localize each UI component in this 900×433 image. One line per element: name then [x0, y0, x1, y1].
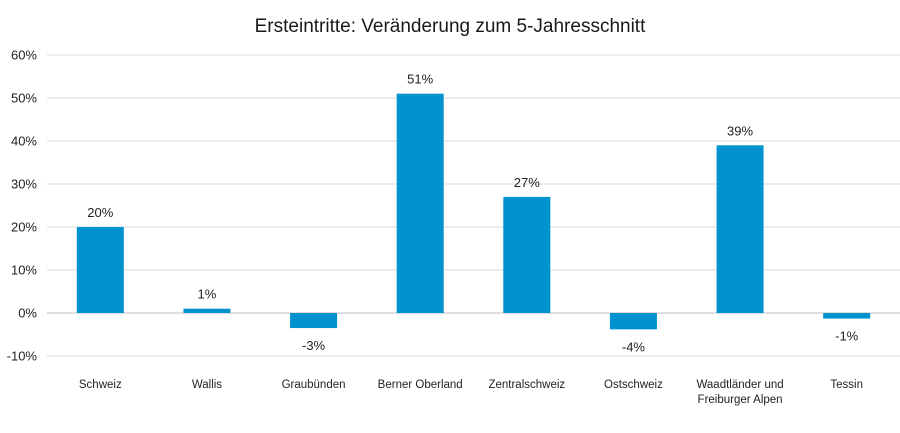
- x-tick-label: Graubünden: [282, 379, 346, 391]
- y-tick-label: -10%: [7, 349, 38, 364]
- bar: [396, 93, 444, 313]
- bar: [183, 308, 231, 313]
- bar: [823, 313, 871, 319]
- data-label: 51%: [407, 72, 433, 87]
- data-label: 39%: [727, 123, 753, 138]
- y-axis: 60% 50% 40% 30% 20% 10% 0% -10%: [7, 48, 38, 364]
- y-tick-label: 60%: [11, 48, 37, 63]
- gridlines: [47, 54, 900, 357]
- x-tick-label: Wallis: [192, 379, 222, 391]
- bar: [290, 313, 338, 329]
- data-label: 1%: [198, 287, 217, 302]
- data-label: -3%: [302, 338, 326, 353]
- chart-title: Ersteintritte: Veränderung zum 5-Jahress…: [255, 16, 646, 37]
- bar: [76, 227, 124, 313]
- y-tick-label: 0%: [18, 306, 37, 321]
- y-tick-label: 30%: [11, 177, 37, 192]
- y-tick-label: 50%: [11, 91, 37, 106]
- x-tick-label: Ostschweiz: [604, 379, 663, 391]
- y-tick-label: 40%: [11, 134, 37, 149]
- x-axis: Schweiz Wallis Graubünden Berner Oberland Ze…: [79, 379, 863, 406]
- data-label: 20%: [87, 205, 113, 220]
- bar: [503, 196, 551, 313]
- data-label: -4%: [622, 339, 646, 354]
- y-tick-label: 20%: [11, 220, 37, 235]
- x-tick-label: Zentralschweiz: [488, 379, 565, 391]
- bar: [716, 145, 764, 313]
- x-tick-label: Waadtländer und Freiburger Alpen: [696, 379, 783, 406]
- x-tick-label: Berner Oberland: [378, 379, 463, 391]
- data-label: -1%: [835, 329, 859, 344]
- x-tick-label: Tessin: [830, 379, 863, 391]
- data-labels: 20% 1% -3% 51% 27% -4% 39% -1%: [87, 72, 858, 355]
- data-label: 27%: [514, 175, 540, 190]
- x-tick-label: Schweiz: [79, 379, 122, 391]
- bars: [76, 93, 871, 330]
- y-tick-label: 10%: [11, 263, 37, 278]
- bar: [609, 313, 657, 330]
